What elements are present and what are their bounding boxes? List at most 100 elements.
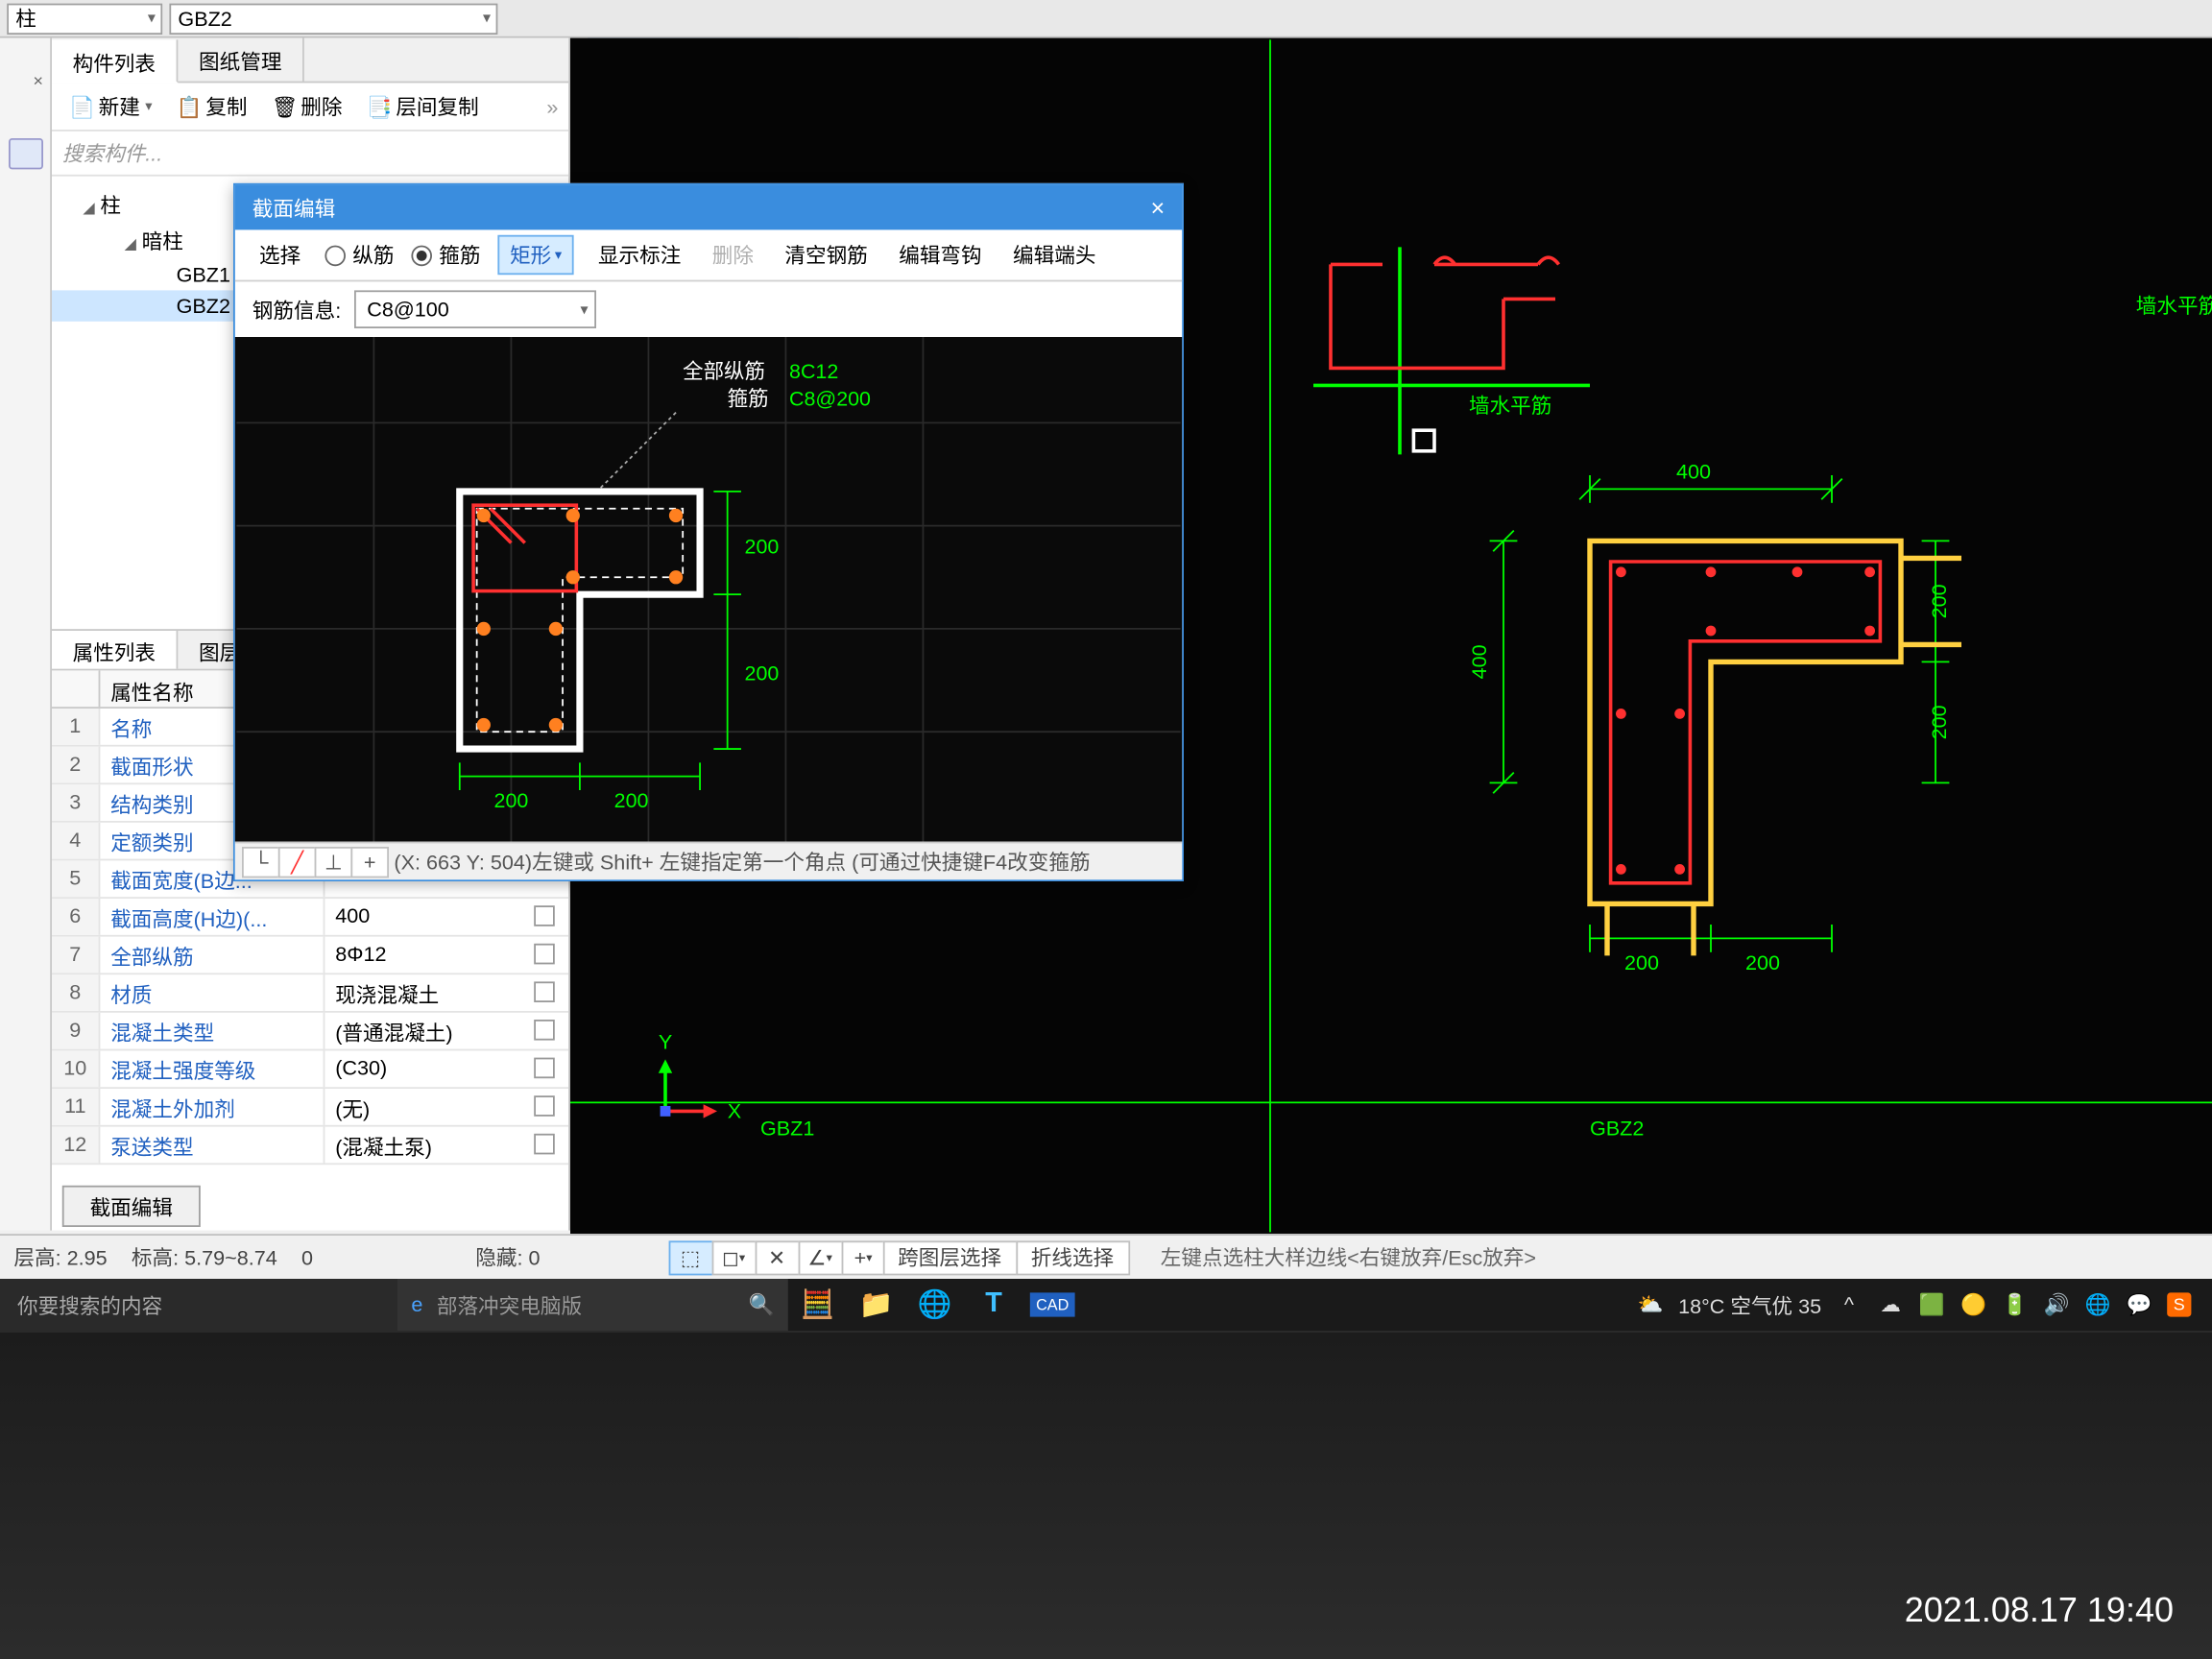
new-button[interactable]: 📄新建▾ <box>62 88 159 125</box>
snap-x-icon[interactable]: ✕ <box>755 1240 800 1275</box>
system-tray: ⛅ 18°C 空气优 35 ^ ☁ 🟩 🟡 🔋 🔊 🌐 💬 S <box>1637 1290 2212 1320</box>
checkbox-icon[interactable] <box>534 1095 555 1117</box>
axis-y-label: Y <box>659 1030 672 1054</box>
chevron-down-icon: ▾ <box>555 247 562 262</box>
dim-200-c: 200 <box>494 789 529 812</box>
row-index: 6 <box>52 899 100 935</box>
cross-layer-button[interactable]: 跨图层选择 <box>882 1240 1017 1275</box>
property-row[interactable]: 10 混凝土强度等级 (C30) <box>52 1050 568 1089</box>
edit-hook-button[interactable]: 编辑弯钩 <box>892 237 989 274</box>
component-dropdown[interactable]: GBZ2▾ <box>169 3 497 34</box>
property-name: 材质 <box>100 974 325 1011</box>
property-value[interactable]: (普通混凝土) <box>325 1013 568 1049</box>
floorcopy-icon: 📑 <box>367 94 391 118</box>
edit-head-button[interactable]: 编辑端头 <box>1006 237 1103 274</box>
longi-radio[interactable]: 纵筋 <box>325 240 394 270</box>
shape-label: 矩形 <box>510 240 551 270</box>
property-row[interactable]: 9 混凝土类型 (普通混凝土) <box>52 1013 568 1051</box>
left-tabs: 构件列表 图纸管理 <box>52 38 568 84</box>
floorcopy-button[interactable]: 📑层间复制 <box>360 88 486 125</box>
top-dropdown-row: 柱▾ GBZ2▾ <box>0 0 2212 38</box>
ime-icon[interactable]: S <box>2167 1292 2191 1316</box>
cad-app-icon[interactable]: CAD <box>1023 1279 1082 1331</box>
volume-icon[interactable]: 🔊 <box>2043 1291 2071 1319</box>
property-name: 全部纵筋 <box>100 937 325 974</box>
property-name: 混凝土外加剂 <box>100 1089 325 1125</box>
property-value[interactable]: (C30) <box>325 1050 568 1087</box>
copy-label: 复制 <box>205 91 247 121</box>
explorer-icon[interactable]: 📁 <box>847 1279 905 1331</box>
weather-icon[interactable]: ⛅ <box>1637 1291 1665 1319</box>
save-icon[interactable] <box>9 138 43 169</box>
select-tool[interactable]: 选择 <box>252 237 308 274</box>
rebar-info-input[interactable]: C8@100▾ <box>355 290 597 328</box>
elevation-label: 标高: 5.79~8.74 <box>132 1242 277 1272</box>
cloud-icon[interactable]: ☁ <box>1877 1291 1905 1319</box>
checkbox-icon[interactable] <box>534 981 555 1002</box>
show-dim-button[interactable]: 显示标注 <box>591 237 688 274</box>
snap-plus-icon[interactable]: +▾ <box>841 1240 886 1275</box>
section-edit-button[interactable]: 截面编辑 <box>62 1186 201 1227</box>
snap-angle-icon[interactable]: ∠▾ <box>798 1240 843 1275</box>
checkbox-icon[interactable] <box>534 1058 555 1079</box>
network-icon[interactable]: 🌐 <box>2084 1291 2112 1319</box>
property-row[interactable]: 7 全部纵筋 8Φ12 <box>52 937 568 975</box>
property-value[interactable]: (混凝土泵) <box>325 1127 568 1164</box>
close-icon[interactable]: × <box>33 73 43 92</box>
snap-icon[interactable]: └ <box>242 846 280 877</box>
battery-icon[interactable]: 🔋 <box>2001 1291 2029 1319</box>
checkbox-icon[interactable] <box>534 1020 555 1041</box>
more-icon[interactable]: » <box>546 94 558 118</box>
delete-button[interactable]: 🗑删除 <box>264 88 349 125</box>
property-value[interactable]: 400 <box>325 899 568 935</box>
stirrup-radio[interactable]: 箍筋 <box>411 240 480 270</box>
stirrup-label: 箍筋 <box>439 240 480 270</box>
property-row[interactable]: 12 泵送类型 (混凝土泵) <box>52 1127 568 1166</box>
property-name: 混凝土类型 <box>100 1013 325 1049</box>
ortho-icon[interactable]: ╱ <box>278 846 317 877</box>
app-t-icon[interactable]: T <box>964 1279 1022 1331</box>
checkbox-icon[interactable] <box>534 944 555 965</box>
calculator-icon[interactable]: 🧮 <box>788 1279 847 1331</box>
dialog-canvas[interactable]: 全部纵筋 8C12 箍筋 C8@200 <box>235 337 1182 842</box>
clear-rebar-button[interactable]: 清空钢筋 <box>778 237 875 274</box>
property-row[interactable]: 11 混凝土外加剂 (无) <box>52 1089 568 1127</box>
checkbox-icon[interactable] <box>534 905 555 926</box>
search-input[interactable]: 搜索构件... <box>52 132 568 177</box>
row-index: 10 <box>52 1050 100 1087</box>
edge-icon[interactable]: 🌐 <box>905 1279 964 1331</box>
stirrup-label: 箍筋 <box>728 388 769 411</box>
tab-properties[interactable]: 属性列表 <box>52 631 178 669</box>
property-value[interactable]: 现浇混凝土 <box>325 974 568 1011</box>
checkbox-icon[interactable] <box>534 1134 555 1155</box>
chevron-up-icon[interactable]: ^ <box>1836 1291 1863 1319</box>
property-value[interactable]: 8Φ12 <box>325 937 568 974</box>
close-icon[interactable]: × <box>1150 194 1165 222</box>
dialog-titlebar[interactable]: 截面编辑 × <box>235 185 1182 230</box>
notification-icon[interactable]: 💬 <box>2126 1291 2153 1319</box>
polyline-select-button[interactable]: 折线选择 <box>1016 1240 1130 1275</box>
taskbar-search-hint[interactable]: 你要搜索的内容 <box>0 1279 397 1331</box>
tray-icon[interactable]: 🟩 <box>1918 1291 1946 1319</box>
snap-endpoint-icon[interactable]: ⬚ <box>668 1240 713 1275</box>
perp-icon[interactable]: ⊥ <box>315 846 353 877</box>
rebar-info-label: 钢筋信息: <box>252 295 341 325</box>
dim-200-b1: 200 <box>1624 950 1659 974</box>
copy-button[interactable]: 📋复制 <box>169 88 253 125</box>
property-row[interactable]: 6 截面高度(H边)(... 400 <box>52 899 568 937</box>
category-dropdown[interactable]: 柱▾ <box>7 3 162 34</box>
wall-label-right: 墙水平筋 <box>2136 294 2212 318</box>
property-row[interactable]: 8 材质 现浇混凝土 <box>52 974 568 1013</box>
property-value[interactable]: (无) <box>325 1089 568 1125</box>
tab-drawing-mgmt[interactable]: 图纸管理 <box>178 38 303 82</box>
tab-component-list[interactable]: 构件列表 <box>52 39 178 83</box>
shape-dropdown[interactable]: 矩形 ▾ <box>497 235 573 275</box>
delete-label: 删除 <box>301 91 342 121</box>
plus-icon[interactable]: + <box>350 846 389 877</box>
dialog-title: 截面编辑 <box>252 193 335 223</box>
row-index: 3 <box>52 784 100 821</box>
delete-button[interactable]: 删除 <box>706 237 761 274</box>
tray-icon[interactable]: 🟡 <box>1960 1291 1987 1319</box>
snap-mid-icon[interactable]: ◻▾ <box>711 1240 757 1275</box>
taskbar-searchbox[interactable]: e 部落冲突电脑版 🔍 <box>397 1279 788 1331</box>
